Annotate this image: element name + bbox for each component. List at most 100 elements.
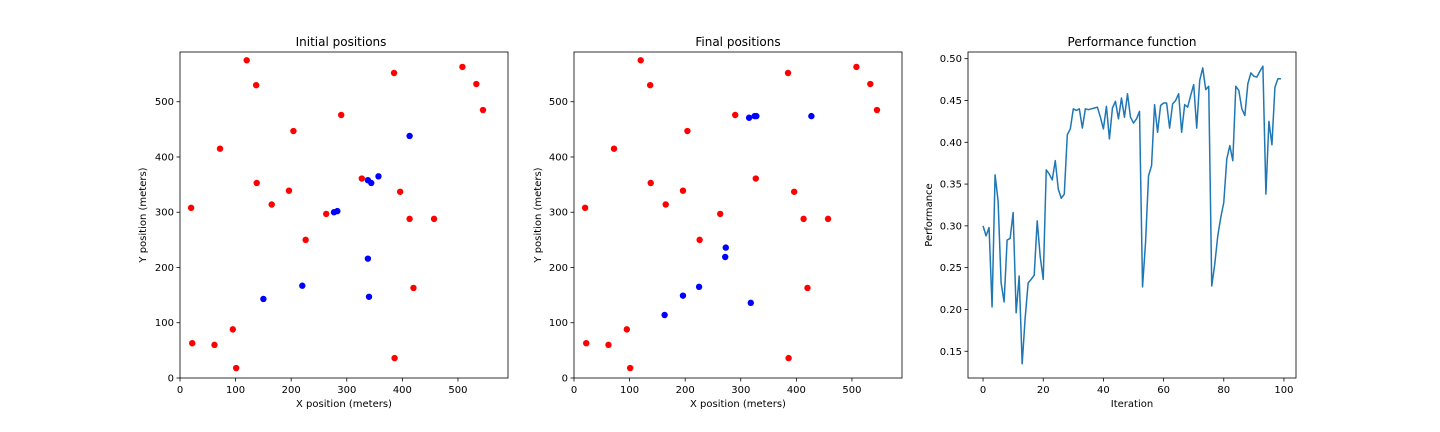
y-axis-label: Performance bbox=[924, 183, 935, 246]
y-tick-label: 200 bbox=[155, 263, 174, 274]
red-point bbox=[790, 188, 798, 195]
x-tick-label: 500 bbox=[842, 385, 861, 396]
blue-point bbox=[722, 244, 729, 251]
red-point bbox=[268, 201, 275, 208]
x-tick-label: 20 bbox=[1037, 385, 1050, 396]
red-point bbox=[853, 63, 860, 71]
y-tick-label: 400 bbox=[155, 152, 174, 163]
y-tick-label: 400 bbox=[549, 152, 568, 163]
red-point bbox=[717, 210, 724, 218]
blue-point bbox=[299, 282, 306, 289]
x-tick-label: 0 bbox=[177, 385, 183, 396]
y-tick-label: 0.50 bbox=[940, 54, 962, 65]
red-point bbox=[679, 187, 687, 194]
red-point bbox=[605, 341, 612, 349]
blue-point bbox=[661, 311, 668, 319]
red-point bbox=[610, 145, 618, 152]
performance-function-panel: Performance function Iteration Performan… bbox=[924, 35, 1297, 410]
red-point bbox=[752, 175, 759, 182]
y-tick-label: 0.35 bbox=[940, 180, 962, 191]
red-point bbox=[211, 341, 218, 349]
red-point bbox=[662, 201, 669, 208]
y-tick-label: 0.20 bbox=[940, 305, 962, 316]
x-tick-label: 400 bbox=[393, 385, 412, 396]
red-point bbox=[229, 326, 237, 333]
x-axis-label: X position (meters) bbox=[296, 399, 392, 410]
x-axis-label: X position (meters) bbox=[690, 399, 786, 410]
red-point bbox=[285, 187, 293, 194]
red-point bbox=[637, 57, 644, 64]
chart-title: Final positions bbox=[695, 35, 780, 49]
red-point bbox=[873, 106, 881, 114]
y-tick-label: 300 bbox=[155, 208, 174, 219]
plot-area bbox=[573, 51, 903, 379]
red-point bbox=[358, 175, 365, 182]
red-point bbox=[867, 80, 874, 88]
x-axis-label: Iteration bbox=[1111, 399, 1153, 410]
y-tick-label: 0.40 bbox=[940, 138, 962, 149]
blue-point bbox=[334, 207, 341, 215]
x-tick-label: 300 bbox=[337, 385, 356, 396]
red-point bbox=[189, 339, 196, 347]
red-point bbox=[583, 339, 590, 347]
y-tick-label: 300 bbox=[549, 208, 568, 219]
red-point bbox=[338, 111, 345, 119]
y-tick-label: 0.30 bbox=[940, 221, 962, 232]
x-tick-label: 500 bbox=[448, 385, 467, 396]
red-point bbox=[253, 179, 260, 187]
blue-point bbox=[679, 292, 687, 299]
red-point bbox=[732, 111, 739, 119]
y-tick-label: 100 bbox=[155, 318, 174, 329]
blue-point bbox=[368, 179, 375, 187]
red-point bbox=[581, 204, 589, 212]
y-tick-label: 100 bbox=[549, 318, 568, 329]
blue-point bbox=[695, 283, 703, 291]
red-point bbox=[804, 284, 811, 292]
red-point bbox=[430, 215, 438, 223]
red-point bbox=[323, 210, 330, 218]
red-point bbox=[459, 63, 466, 71]
x-tick-label: 60 bbox=[1157, 385, 1170, 396]
y-axis-label: Y position (meters) bbox=[533, 167, 544, 263]
x-tick-label: 0 bbox=[980, 385, 986, 396]
red-point bbox=[243, 57, 250, 64]
blue-point bbox=[406, 132, 413, 140]
x-tick-label: 100 bbox=[1274, 385, 1293, 396]
red-point bbox=[824, 215, 832, 223]
red-point bbox=[302, 236, 309, 244]
x-tick-label: 100 bbox=[226, 385, 245, 396]
blue-point bbox=[722, 253, 729, 261]
blue-point bbox=[365, 293, 373, 300]
red-point bbox=[785, 354, 792, 362]
red-point bbox=[623, 326, 631, 333]
blue-point bbox=[753, 112, 760, 120]
blue-point bbox=[808, 112, 815, 120]
red-point bbox=[479, 106, 487, 114]
x-tick-label: 100 bbox=[620, 385, 639, 396]
red-point bbox=[646, 81, 654, 89]
plot-area bbox=[179, 51, 509, 379]
red-point bbox=[684, 127, 691, 135]
red-point bbox=[187, 204, 195, 212]
performance-line bbox=[982, 65, 1281, 365]
red-point bbox=[396, 188, 404, 195]
initial-positions-panel: Initial positions X position (meters) Y … bbox=[138, 35, 509, 410]
red-point bbox=[216, 145, 224, 152]
blue-point bbox=[747, 299, 754, 307]
y-tick-label: 0.25 bbox=[940, 263, 962, 274]
red-point bbox=[800, 215, 807, 223]
red-point bbox=[784, 69, 792, 77]
chart-title: Performance function bbox=[1068, 35, 1197, 49]
x-tick-label: 0 bbox=[571, 385, 577, 396]
blue-point bbox=[260, 295, 267, 303]
y-axis-label: Y position (meters) bbox=[138, 167, 149, 263]
plot-area bbox=[967, 51, 1297, 379]
red-point bbox=[626, 364, 634, 372]
final-positions-panel: Final positions X position (meters) Y po… bbox=[533, 35, 903, 410]
red-point bbox=[696, 236, 703, 244]
y-tick-label: 500 bbox=[549, 97, 568, 108]
y-tick-label: 0 bbox=[562, 374, 568, 385]
red-point bbox=[406, 215, 413, 223]
x-tick-label: 400 bbox=[787, 385, 806, 396]
